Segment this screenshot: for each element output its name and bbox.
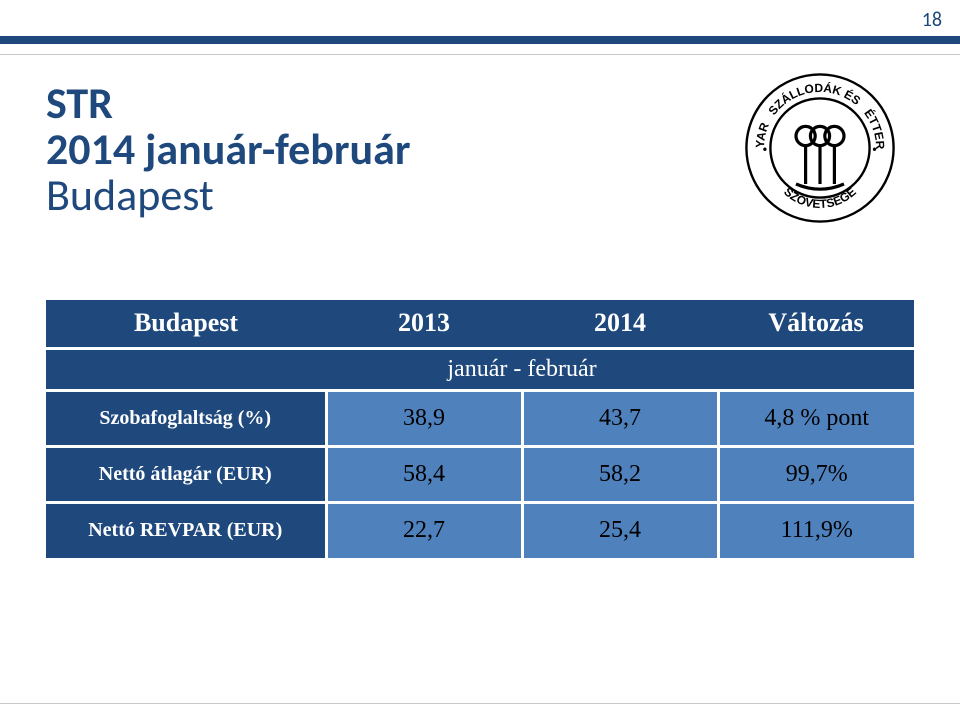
svg-text:•: • (872, 142, 877, 158)
page-number: 18 (922, 8, 942, 32)
svg-text:•: • (762, 142, 767, 158)
cell-value: 99,7% (718, 446, 914, 502)
title-line-1: STR (46, 80, 411, 126)
col-header-2013: 2013 (326, 300, 522, 348)
row-label-adr: Nettó átlagár (EUR) (46, 446, 326, 502)
divider-top (0, 54, 960, 55)
header-stripe (0, 36, 960, 44)
association-logo: MAGYAR SZÁLLODÁK ÉS ÉTTERMEK SZÖVETSÉGE … (740, 68, 900, 228)
cell-value: 4,8 % pont (718, 390, 914, 446)
cell-value: 22,7 (326, 502, 522, 558)
table-subheader-row: január - február (46, 348, 914, 390)
divider-bottom (0, 703, 960, 704)
data-table: Budapest 2013 2014 Változás január - feb… (46, 300, 914, 558)
subheader-period: január - február (326, 348, 718, 390)
row-label-revpar: Nettó REVPAR (EUR) (46, 502, 326, 558)
slide: { "page_number": "18", "title": { "line1… (0, 0, 960, 720)
table-row: Nettó REVPAR (EUR) 22,7 25,4 111,9% (46, 502, 914, 558)
cell-value: 25,4 (522, 502, 718, 558)
table-header-row: Budapest 2013 2014 Változás (46, 300, 914, 348)
cell-value: 43,7 (522, 390, 718, 446)
col-header-location: Budapest (46, 300, 326, 348)
title-block: STR 2014 január-február Budapest (46, 80, 411, 219)
table-row: Nettó átlagár (EUR) 58,4 58,2 99,7% (46, 446, 914, 502)
table-row: Szobafoglaltság (%) 38,9 43,7 4,8 % pont (46, 390, 914, 446)
col-header-2014: 2014 (522, 300, 718, 348)
cell-value: 58,4 (326, 446, 522, 502)
cell-value: 38,9 (326, 390, 522, 446)
cell-value: 58,2 (522, 446, 718, 502)
subheader-blank-left (46, 348, 326, 390)
title-line-2: 2014 január-február (46, 126, 411, 172)
col-header-change: Változás (718, 300, 914, 348)
row-label-occupancy: Szobafoglaltság (%) (46, 390, 326, 446)
subheader-blank-right (718, 348, 914, 390)
title-line-3: Budapest (46, 172, 411, 218)
cell-value: 111,9% (718, 502, 914, 558)
